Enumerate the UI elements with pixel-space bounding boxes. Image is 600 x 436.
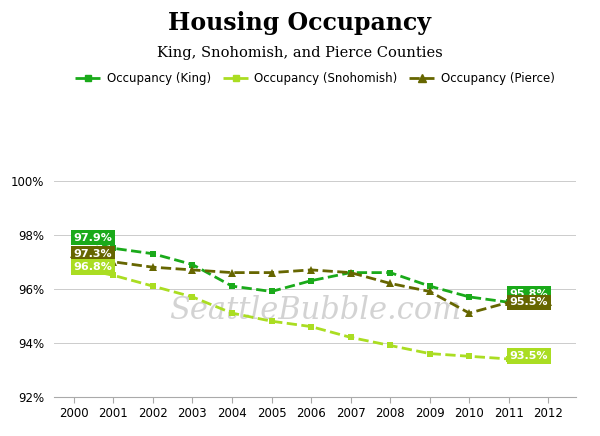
Text: SeattleBubble.com: SeattleBubble.com	[169, 295, 461, 326]
Text: 95.8%: 95.8%	[509, 289, 548, 299]
Legend: Occupancy (King), Occupancy (Snohomish), Occupancy (Pierce): Occupancy (King), Occupancy (Snohomish),…	[70, 67, 560, 89]
Text: 97.3%: 97.3%	[74, 249, 112, 259]
Text: 97.9%: 97.9%	[74, 232, 113, 242]
Text: 93.5%: 93.5%	[510, 351, 548, 361]
Text: 96.8%: 96.8%	[74, 262, 113, 272]
Text: 95.5%: 95.5%	[510, 297, 548, 307]
Text: King, Snohomish, and Pierce Counties: King, Snohomish, and Pierce Counties	[157, 46, 443, 60]
Text: Housing Occupancy: Housing Occupancy	[169, 11, 431, 35]
